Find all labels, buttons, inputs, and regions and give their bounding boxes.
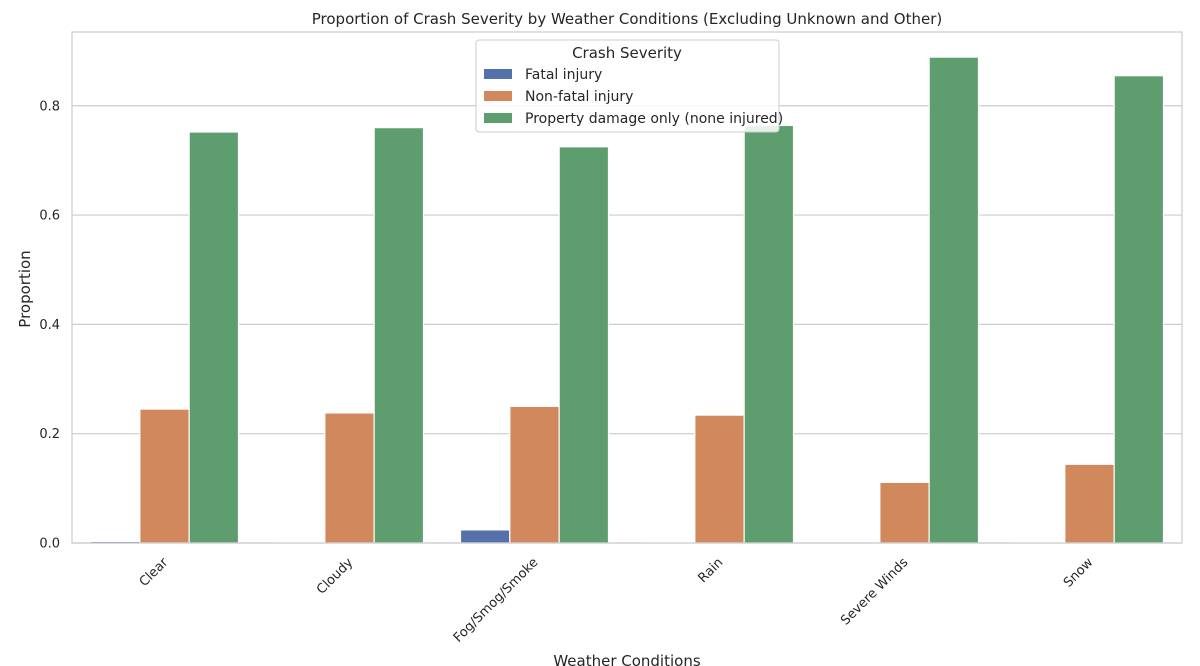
y-tick-label: 0.0 — [39, 537, 60, 552]
legend-box — [475, 39, 780, 133]
bar — [1064, 463, 1115, 544]
bar — [928, 56, 980, 544]
y-tick-label: 0.4 — [39, 318, 60, 333]
legend-entry-label: Non-fatal injury — [525, 89, 633, 105]
bar — [558, 146, 610, 544]
legend-items: Fatal injury Non-fatal injury Property dam… — [484, 67, 783, 127]
bar — [139, 408, 190, 544]
bar — [1113, 75, 1165, 544]
bar — [879, 481, 930, 544]
x-tick-label: Snow — [1061, 555, 1097, 591]
legend-swatch — [484, 91, 512, 101]
bar — [509, 405, 560, 544]
bar — [694, 414, 745, 544]
legend-entry-label: Property damage only (none injured) — [525, 111, 783, 127]
x-tick-label: Severe Winds — [838, 555, 911, 628]
bar — [324, 412, 375, 544]
chart-title: Proportion of Crash Severity by Weather … — [312, 10, 942, 28]
y-axis-ticks: 0.0 0.2 0.4 0.6 0.8 — [39, 99, 60, 551]
bar — [188, 131, 240, 544]
x-tick-label: Cloudy — [314, 555, 357, 598]
y-tick-label: 0.6 — [39, 209, 60, 224]
bars — [89, 56, 1165, 544]
bar — [373, 127, 425, 544]
legend-swatch — [484, 69, 512, 79]
x-tick-label: Fog/Smog/Smoke — [451, 555, 542, 646]
x-tick-label: Rain — [696, 555, 727, 586]
x-axis-ticks: Clear Cloudy Fog/Smog/Smoke Rain Severe Wind… — [137, 555, 1097, 646]
legend: Crash Severity Fatal injury Non-fatal inj… — [475, 39, 783, 133]
plot-frame — [71, 31, 1183, 544]
x-axis-label: Weather Conditions — [553, 652, 701, 666]
y-axis-label: Proportion — [16, 250, 34, 327]
y-tick-label: 0.8 — [39, 99, 60, 114]
legend-title: Crash Severity — [572, 44, 682, 62]
bar — [459, 529, 511, 544]
legend-entry-label: Fatal injury — [525, 67, 602, 83]
y-tick-label: 0.2 — [39, 427, 60, 442]
x-tick-label: Clear — [137, 555, 172, 590]
legend-swatch — [484, 113, 512, 123]
bar — [743, 124, 795, 544]
